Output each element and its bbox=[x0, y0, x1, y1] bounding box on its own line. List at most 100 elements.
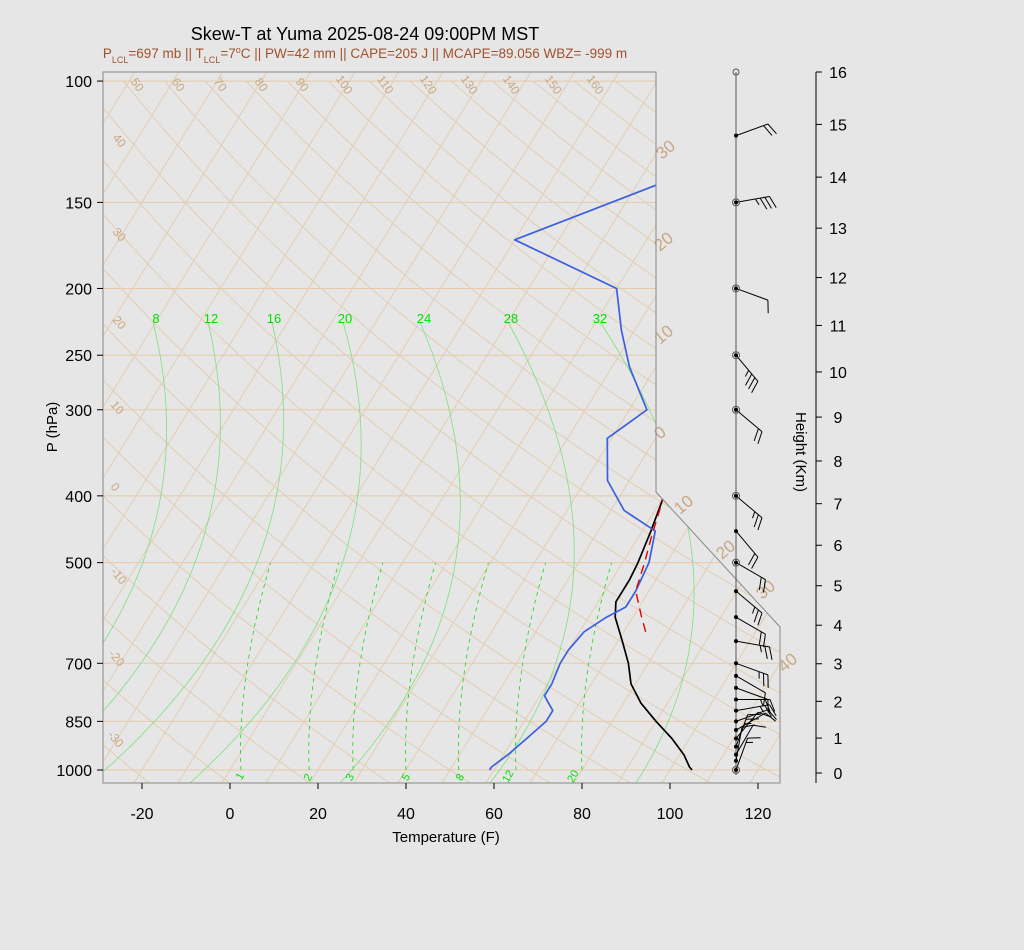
dry-adiabat-line bbox=[103, 80, 554, 783]
mixing-ratio-line bbox=[515, 562, 546, 771]
isotherm-label: 70 bbox=[211, 75, 230, 94]
temperature-tick-label: 0 bbox=[226, 806, 235, 823]
mixing-ratio-label: 5 bbox=[400, 772, 413, 783]
height-tick-label: 1 bbox=[834, 731, 843, 748]
dry-adiabat-label: 10 bbox=[108, 398, 128, 417]
dry-adiabat-line bbox=[103, 80, 152, 783]
pressure-tick-label: 100 bbox=[65, 74, 92, 91]
isotherm-label: 110 bbox=[374, 73, 397, 97]
height-tick-label: 0 bbox=[834, 766, 843, 783]
isotherm-line bbox=[881, 66, 1024, 785]
moist-adiabat-line bbox=[599, 321, 695, 783]
wind-barb-flag bbox=[745, 373, 753, 386]
isotherm-line bbox=[103, 72, 140, 783]
mixing-ratio-label: 1 bbox=[234, 771, 247, 782]
dry-adiabat-big-label: 0 bbox=[650, 422, 669, 443]
wind-barb-flag bbox=[759, 706, 765, 713]
barb-level-marker bbox=[732, 766, 740, 774]
mixing-ratio-label: 3 bbox=[344, 772, 357, 783]
barb-level-marker bbox=[732, 405, 740, 414]
barb-level-marker bbox=[732, 351, 740, 360]
pressure-tick-label: 500 bbox=[65, 556, 92, 573]
theta-e-label: 16 bbox=[267, 311, 281, 326]
wind-barb bbox=[735, 714, 749, 747]
barb-level-marker bbox=[732, 198, 740, 207]
isotherm-line bbox=[440, 72, 780, 783]
pressure-tick-label: 700 bbox=[65, 656, 92, 673]
isotherm-line bbox=[484, 72, 780, 783]
pressure-tick-label: 400 bbox=[65, 489, 92, 506]
wind-barb bbox=[735, 662, 769, 676]
background-grid bbox=[103, 66, 1024, 785]
dry-adiabat-line bbox=[163, 80, 780, 783]
isotherm-line bbox=[396, 72, 780, 783]
height-tick-label: 16 bbox=[829, 65, 847, 82]
dry-adiabat-line bbox=[614, 80, 780, 783]
dry-adiabat-big-label: 10 bbox=[670, 491, 697, 518]
isotherm-line bbox=[103, 72, 492, 783]
height-tick-label: 5 bbox=[834, 579, 843, 596]
wind-barb-flag bbox=[763, 125, 773, 136]
plot-frame bbox=[102, 71, 781, 784]
wind-barb bbox=[735, 495, 763, 519]
wind-barb bbox=[735, 712, 766, 731]
pressure-tick-label: 250 bbox=[65, 348, 92, 365]
theta-e-label: 20 bbox=[338, 311, 352, 326]
isotherm-label: 120 bbox=[417, 72, 440, 97]
wind-barb-flag bbox=[753, 609, 759, 623]
theta-e-label: 32 bbox=[593, 311, 607, 326]
dry-adiabat-line bbox=[103, 80, 780, 783]
chart-title: Skew-T at Yuma 2025-08-24 09:00PM MST bbox=[191, 24, 540, 44]
wind-barb-flag bbox=[758, 577, 762, 591]
wind-barb bbox=[735, 123, 769, 137]
wind-barb-flag bbox=[760, 699, 764, 707]
isotherm-label: 160 bbox=[584, 72, 607, 97]
dry-adiabat-label: 20 bbox=[110, 313, 130, 332]
isotherm-line bbox=[103, 72, 404, 783]
mixing-ratio-label: 2 bbox=[302, 772, 315, 783]
wind-barb-flag bbox=[769, 699, 776, 712]
height-tick-label: 12 bbox=[829, 271, 847, 288]
pressure-tick-label: 1000 bbox=[56, 763, 92, 780]
isotherm-line bbox=[1013, 66, 1024, 785]
isotherm-line bbox=[220, 72, 668, 783]
dry-adiabat-line bbox=[204, 80, 780, 783]
wind-barb bbox=[735, 709, 769, 722]
wind-barb bbox=[735, 687, 769, 700]
height-tick-label: 14 bbox=[829, 170, 847, 187]
dry-adiabat-line bbox=[103, 80, 634, 783]
isotherm-line bbox=[616, 72, 780, 783]
x-axis-label: Temperature (F) bbox=[392, 829, 500, 846]
height-tick-label: 4 bbox=[834, 618, 843, 635]
moist-adiabat-line bbox=[103, 321, 284, 783]
pressure-tick-label: 850 bbox=[65, 714, 92, 731]
wind-barb-flag bbox=[764, 197, 772, 209]
moist-adiabat-line bbox=[103, 321, 221, 783]
height-tick-label: 10 bbox=[829, 365, 847, 382]
wind-barb bbox=[735, 287, 769, 301]
moist-adiabat-line bbox=[339, 321, 461, 783]
isotherm-line bbox=[103, 72, 272, 783]
wind-barb-flag bbox=[757, 612, 763, 626]
wind-barb-flag bbox=[763, 692, 766, 706]
temperature-tick-label: 120 bbox=[745, 806, 772, 823]
wind-barb bbox=[735, 354, 759, 382]
wind-barb bbox=[735, 724, 754, 755]
theta-e-label: 24 bbox=[417, 311, 431, 326]
dry-adiabat-big-label: 10 bbox=[650, 321, 677, 348]
dry-adiabat-line bbox=[103, 80, 780, 783]
temperature-tick-label: 100 bbox=[657, 806, 684, 823]
wind-barb-flag bbox=[763, 579, 766, 593]
isotherm-label: 90 bbox=[293, 75, 312, 94]
mixing-ratio-line bbox=[352, 562, 384, 771]
wind-barb-flag bbox=[769, 646, 773, 660]
dry-adiabat-line bbox=[103, 80, 780, 783]
wind-barb-flag bbox=[757, 517, 763, 531]
theta-e-label: 12 bbox=[204, 311, 218, 326]
isotherm-label: 60 bbox=[169, 75, 188, 94]
dry-adiabat-label: -20 bbox=[106, 647, 128, 670]
mixing-ratio-line bbox=[458, 562, 489, 771]
dry-adiabat-line bbox=[245, 80, 780, 783]
temperature-axis: -20 0 20 40 60 80 100 120 bbox=[130, 783, 771, 823]
